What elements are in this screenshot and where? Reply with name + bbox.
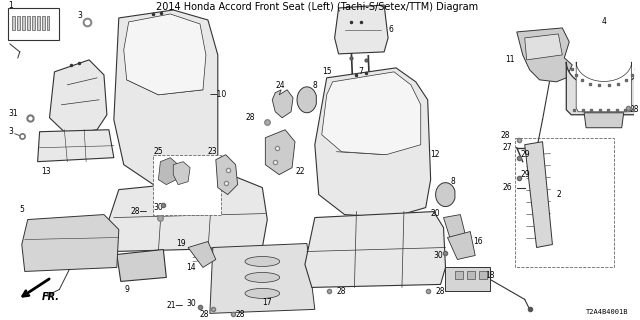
Text: 28: 28 bbox=[630, 105, 639, 114]
Polygon shape bbox=[272, 90, 293, 118]
Ellipse shape bbox=[245, 256, 280, 267]
Text: 23: 23 bbox=[208, 147, 218, 156]
Text: 30: 30 bbox=[434, 251, 444, 260]
Text: 8: 8 bbox=[313, 81, 317, 90]
Text: 7: 7 bbox=[358, 67, 364, 76]
Text: 24: 24 bbox=[275, 81, 285, 90]
Polygon shape bbox=[38, 130, 114, 162]
Polygon shape bbox=[266, 130, 295, 175]
Text: 22: 22 bbox=[295, 167, 305, 176]
Text: 9: 9 bbox=[125, 285, 130, 294]
Bar bbox=[58, 228, 67, 245]
Bar bbox=[467, 271, 475, 279]
Polygon shape bbox=[173, 162, 190, 185]
Polygon shape bbox=[315, 68, 431, 218]
Bar bbox=[47, 16, 49, 30]
Bar bbox=[12, 16, 15, 30]
Polygon shape bbox=[49, 60, 107, 135]
Polygon shape bbox=[297, 87, 316, 113]
Text: 3: 3 bbox=[8, 127, 13, 136]
Text: 28: 28 bbox=[436, 287, 445, 296]
Polygon shape bbox=[158, 158, 178, 185]
Bar bbox=[515, 138, 614, 268]
Text: 16: 16 bbox=[473, 237, 483, 246]
Bar bbox=[479, 271, 487, 279]
Text: 30: 30 bbox=[186, 299, 196, 308]
Bar bbox=[42, 16, 45, 30]
Text: 28—: 28— bbox=[131, 207, 148, 216]
Polygon shape bbox=[525, 34, 563, 60]
Text: 20: 20 bbox=[431, 209, 440, 218]
Bar bbox=[47, 228, 54, 245]
Bar bbox=[456, 271, 463, 279]
Text: 8: 8 bbox=[451, 177, 455, 186]
Text: 12: 12 bbox=[431, 150, 440, 159]
Text: 14: 14 bbox=[186, 263, 196, 272]
Text: 5: 5 bbox=[20, 205, 25, 214]
Bar bbox=[17, 16, 20, 30]
Text: 1: 1 bbox=[8, 2, 13, 11]
Text: 15: 15 bbox=[322, 67, 332, 76]
Polygon shape bbox=[322, 72, 420, 155]
Bar bbox=[70, 228, 78, 245]
Ellipse shape bbox=[245, 272, 280, 283]
Text: 19: 19 bbox=[176, 239, 186, 248]
Polygon shape bbox=[188, 242, 216, 268]
Polygon shape bbox=[447, 232, 475, 260]
Text: 28: 28 bbox=[246, 113, 255, 122]
Bar bbox=[154, 155, 221, 215]
Polygon shape bbox=[305, 212, 445, 287]
Bar bbox=[82, 228, 90, 245]
Bar bbox=[27, 16, 29, 30]
Bar bbox=[35, 228, 43, 245]
Polygon shape bbox=[117, 250, 166, 281]
Text: 28: 28 bbox=[200, 310, 209, 319]
Text: 27: 27 bbox=[503, 143, 513, 152]
Ellipse shape bbox=[245, 288, 280, 298]
Polygon shape bbox=[436, 183, 455, 206]
Polygon shape bbox=[114, 10, 218, 185]
Polygon shape bbox=[335, 5, 388, 54]
Polygon shape bbox=[210, 244, 315, 313]
Text: FR.: FR. bbox=[42, 292, 60, 302]
Text: 3: 3 bbox=[77, 12, 82, 20]
Bar bbox=[8, 8, 60, 40]
Text: —10: —10 bbox=[210, 90, 227, 99]
Text: 26: 26 bbox=[503, 183, 513, 192]
Text: 29: 29 bbox=[521, 150, 531, 159]
Polygon shape bbox=[516, 28, 572, 82]
Text: 2014 Honda Accord Front Seat (Left) (Tachi-S/Setex/TTM) Diagram: 2014 Honda Accord Front Seat (Left) (Tac… bbox=[156, 2, 478, 12]
Polygon shape bbox=[124, 14, 206, 95]
Text: 17: 17 bbox=[262, 298, 272, 307]
Bar bbox=[22, 16, 25, 30]
Text: 21—: 21— bbox=[166, 301, 184, 310]
Text: 4: 4 bbox=[602, 18, 607, 27]
Polygon shape bbox=[22, 215, 119, 271]
Text: 13: 13 bbox=[42, 167, 51, 176]
Text: 2: 2 bbox=[556, 190, 561, 199]
Text: 6: 6 bbox=[388, 25, 393, 35]
Bar bbox=[36, 16, 40, 30]
Text: 28: 28 bbox=[236, 310, 245, 319]
Text: T2A4B4001B: T2A4B4001B bbox=[586, 309, 628, 315]
Text: 11: 11 bbox=[505, 55, 515, 64]
Polygon shape bbox=[525, 142, 552, 247]
Text: 28: 28 bbox=[337, 287, 346, 296]
Text: 29: 29 bbox=[521, 170, 531, 179]
Polygon shape bbox=[576, 62, 632, 112]
Polygon shape bbox=[109, 178, 268, 252]
Bar bbox=[31, 16, 35, 30]
Text: 30: 30 bbox=[154, 203, 163, 212]
Bar bbox=[445, 268, 490, 292]
Bar bbox=[94, 228, 102, 245]
Polygon shape bbox=[444, 215, 465, 239]
Text: 28: 28 bbox=[501, 131, 511, 140]
Bar bbox=[106, 228, 114, 245]
Polygon shape bbox=[566, 62, 640, 115]
Text: 18: 18 bbox=[485, 271, 495, 280]
Text: 31: 31 bbox=[8, 109, 17, 118]
Polygon shape bbox=[584, 113, 624, 128]
Polygon shape bbox=[216, 155, 237, 195]
Text: 25: 25 bbox=[154, 147, 163, 156]
